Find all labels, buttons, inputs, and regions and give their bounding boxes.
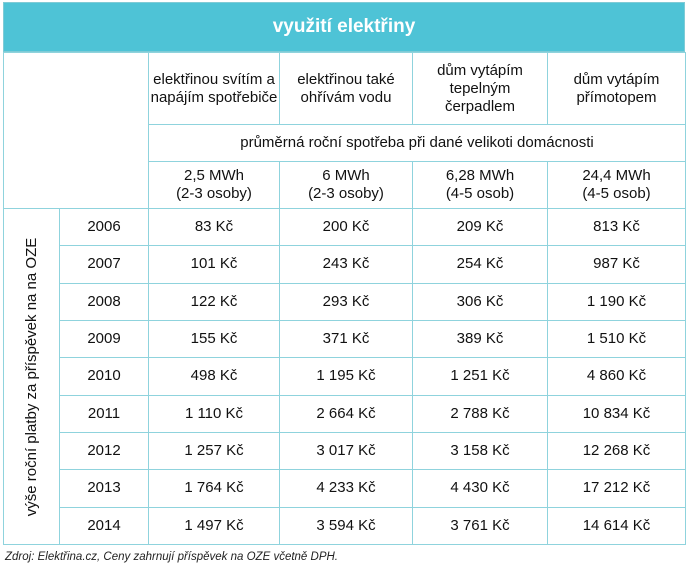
value-cell: 101 Kč [148,245,280,284]
household-size-row: 2,5 MWh (2-3 osoby) 6 MWh (2-3 osoby) 6,28… [4,161,686,209]
empty-corner-cell [3,52,149,209]
table-row: 2007 101 Kč 243 Kč 254 Kč 987 Kč [4,245,686,284]
household-people: (2-3 osoby) [308,185,384,202]
household-size-cell: 6,28 MWh (4-5 osob) [412,161,548,209]
table-row: 2013 1 764 Kč 4 233 Kč 4 430 Kč 17 212 K… [4,469,686,508]
consumption-mwh: 2,5 MWh [183,167,244,184]
column-header-heat-pump: dům vytápím tepelným čerpadlem [412,52,548,125]
value-cell: 83 Kč [148,207,280,247]
value-cell: 2 788 Kč [412,394,548,433]
table-row: 2009 155 Kč 371 Kč 389 Kč 1 510 Kč [4,319,686,359]
year-cell: 2007 [59,245,149,284]
price-table: elektřinou svítím a napájím spotřebiče e… [3,52,686,546]
column-header-water-heating: elektřinou také ohřívám vodu [279,52,413,125]
value-cell: 1 110 Kč [148,394,280,433]
year-cell: 2011 [59,394,149,433]
value-cell: 155 Kč [148,319,280,359]
value-cell: 243 Kč [279,245,413,284]
table-row: 2010 498 Kč 1 195 Kč 1 251 Kč 4 860 Kč [4,357,686,396]
value-cell: 3 761 Kč [412,506,548,546]
value-cell: 1 190 Kč [547,282,686,321]
column-header-row: elektřinou svítím a napájím spotřebiče e… [3,52,686,209]
value-cell: 1 764 Kč [148,469,280,508]
household-people: (4-5 osob) [582,185,651,202]
household-size-cell: 2,5 MWh (2-3 osoby) [148,161,280,209]
consumption-mwh: 24,4 MWh [582,167,651,184]
value-cell: 371 Kč [279,319,413,359]
value-cell: 293 Kč [279,282,413,321]
value-cell: 3 017 Kč [279,431,413,471]
year-cell: 2012 [59,431,149,471]
year-cell: 2010 [59,357,149,396]
column-header-direct-heating: dům vytápím přímotopem [547,52,686,125]
subheader-row: průměrná roční spotřeba při dané velikot… [4,124,686,162]
year-cell: 2006 [59,207,149,247]
table-row: 2014 1 497 Kč 3 594 Kč 3 761 Kč 14 614 K… [4,506,686,546]
value-cell: 14 614 Kč [547,506,686,546]
value-cell: 3 158 Kč [412,431,548,471]
table-row: 2012 1 257 Kč 3 017 Kč 3 158 Kč 12 268 K… [4,431,686,471]
value-cell: 12 268 Kč [547,431,686,471]
consumption-mwh: 6 MWh [322,167,370,184]
year-cell: 2014 [59,506,149,546]
value-cell: 498 Kč [148,357,280,396]
year-cell: 2008 [59,282,149,321]
row-group-label: výše roční platby za příspěvek na na OZE [22,237,40,516]
household-size-cell: 24,4 MWh (4-5 osob) [547,161,686,209]
consumption-mwh: 6,28 MWh [445,167,515,184]
row-group-label-cell: výše roční platby za příspěvek na na OZE [3,208,60,545]
value-cell: 4 430 Kč [412,469,548,508]
value-cell: 306 Kč [412,282,548,321]
source-note: Zdroj: Elektřina.cz, Ceny zahrnují přísp… [5,551,338,563]
table-row: 2008 122 Kč 293 Kč 306 Kč 1 190 Kč [4,282,686,321]
value-cell: 200 Kč [279,207,413,247]
household-people: (4-5 osob) [445,185,515,202]
value-cell: 1 195 Kč [279,357,413,396]
value-cell: 10 834 Kč [547,394,686,433]
value-cell: 254 Kč [412,245,548,284]
value-cell: 1 257 Kč [148,431,280,471]
value-cell: 4 233 Kč [279,469,413,508]
value-cell: 1 251 Kč [412,357,548,396]
household-size-cell: 6 MWh (2-3 osoby) [279,161,413,209]
household-people: (2-3 osoby) [176,185,252,202]
table-row: 2011 1 110 Kč 2 664 Kč 2 788 Kč 10 834 K… [4,394,686,433]
year-cell: 2009 [59,319,149,359]
value-cell: 987 Kč [547,245,686,284]
value-cell: 17 212 Kč [547,469,686,508]
value-cell: 3 594 Kč [279,506,413,546]
column-header-lighting: elektřinou svítím a napájím spotřebiče [148,52,280,125]
value-cell: 389 Kč [412,319,548,359]
value-cell: 122 Kč [148,282,280,321]
table-title: využití elektřiny [3,2,685,52]
year-cell: 2013 [59,469,149,508]
value-cell: 1 497 Kč [148,506,280,546]
value-cell: 2 664 Kč [279,394,413,433]
consumption-subheader: průměrná roční spotřeba při dané velikot… [148,124,686,162]
value-cell: 209 Kč [412,207,548,247]
table-row: výše roční platby za příspěvek na na OZE… [3,207,686,545]
value-cell: 4 860 Kč [547,357,686,396]
value-cell: 1 510 Kč [547,319,686,359]
value-cell: 813 Kč [547,207,686,247]
